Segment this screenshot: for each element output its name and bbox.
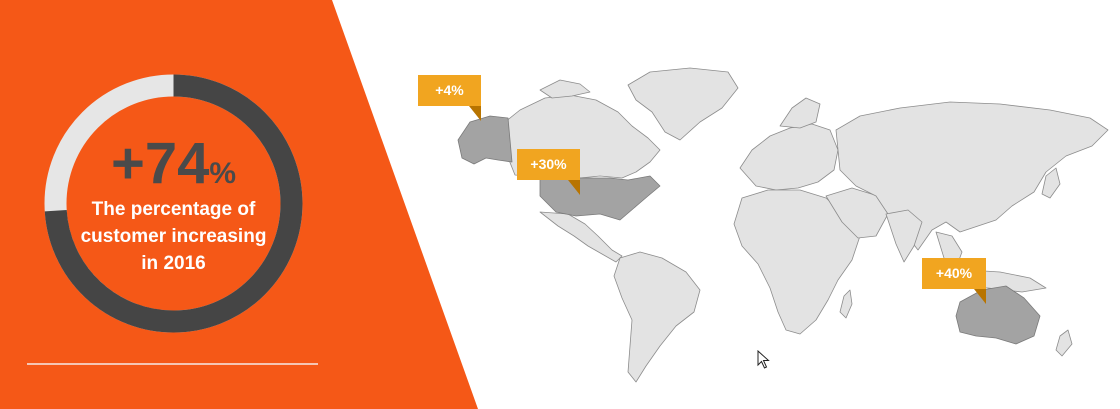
australia-shape: [955, 285, 1041, 345]
arctic-islands-shape: [539, 79, 591, 99]
stat-caption: The percentage of customer increasing in…: [80, 199, 267, 274]
stat-number: +74: [110, 131, 210, 196]
europe-shape: [739, 123, 839, 191]
alaska-shape: [457, 115, 513, 165]
callout-usa: +30%: [517, 149, 580, 195]
south-america-shape: [613, 251, 701, 383]
callout-australia-pointer: [974, 289, 986, 304]
callout-alaska-label: +4%: [435, 82, 464, 98]
callout-australia-label: +40%: [935, 265, 973, 281]
world-map: [457, 67, 1109, 383]
stat-unit: %: [209, 157, 237, 190]
callout-usa-label: +30%: [530, 156, 567, 172]
africa-shape: [733, 189, 861, 335]
japan-shape: [1041, 167, 1061, 199]
callout-usa-pointer: [568, 180, 580, 195]
divider-line: [27, 363, 318, 365]
madagascar-shape: [839, 289, 853, 319]
mouse-pointer-icon: [757, 350, 770, 369]
progress-ring: [44, 74, 303, 333]
india-shape: [885, 209, 923, 263]
scandinavia-shape: [779, 97, 821, 129]
callout-alaska: +4%: [418, 75, 481, 121]
stat-value: +74%: [40, 135, 307, 193]
callout-alaska-pointer: [469, 106, 481, 121]
middle-east-shape: [825, 187, 889, 239]
greenland-shape: [627, 67, 739, 141]
callout-australia: +40%: [922, 258, 986, 304]
mexico-central-america-shape: [539, 211, 623, 263]
new-zealand-shape: [1055, 329, 1073, 357]
